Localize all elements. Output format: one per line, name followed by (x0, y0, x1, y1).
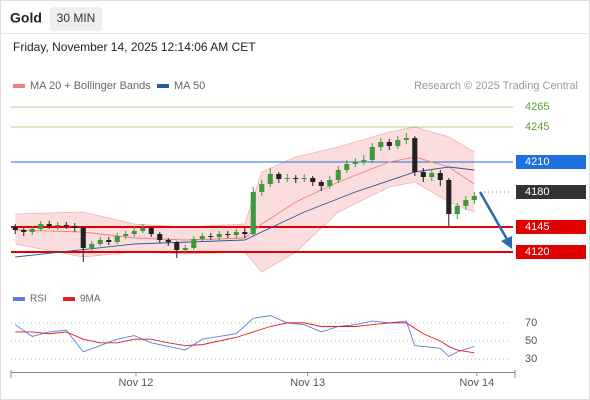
candle-body (259, 184, 265, 192)
credit: Research © 2025 Trading Central (414, 80, 578, 92)
candle-body (471, 196, 477, 200)
candle-body (157, 234, 163, 240)
candle-body (216, 234, 222, 237)
subtitle: Friday, November 14, 2025 12:14:06 AM CE… (13, 40, 256, 54)
candle-body (335, 170, 341, 180)
x-tick-label: Nov 14 (459, 377, 494, 389)
candle-body (123, 234, 129, 236)
candle-body (191, 239, 197, 248)
rsi-line (14, 315, 475, 357)
x-tick-label: Nov 12 (119, 377, 154, 389)
candle-body (29, 229, 35, 232)
candle-body (140, 228, 146, 231)
candle-body (80, 228, 86, 248)
candle-body (165, 240, 171, 242)
candle-body (352, 162, 358, 164)
candle-body (369, 147, 375, 160)
level-label: 4120 (525, 246, 549, 258)
legend-label: 9MA (80, 294, 101, 305)
candle-body (21, 230, 27, 232)
x-tick-label: Nov 13 (290, 377, 325, 389)
legend-label: RSI (30, 294, 47, 305)
candle-body (429, 173, 435, 177)
level-box (516, 220, 586, 234)
level-label: 4265 (525, 101, 549, 113)
legend-swatch (63, 297, 75, 301)
chart-title: Gold (10, 10, 42, 26)
candle-body (301, 178, 307, 179)
legend-label: MA 20 + Bollinger Bands (30, 80, 151, 92)
candle-body (293, 178, 299, 179)
candle-body (327, 180, 333, 186)
candle-body (412, 138, 418, 172)
candle-body (97, 240, 103, 244)
candle-body (38, 224, 44, 229)
y-tick-label: 30 (525, 353, 537, 365)
candle-body (318, 182, 324, 186)
candle-body (12, 227, 18, 230)
candle-body (174, 242, 180, 250)
candle-body (182, 248, 188, 250)
candle-body (395, 140, 401, 146)
level-box (516, 155, 586, 169)
candle-body (250, 192, 256, 234)
bollinger-upper (15, 126, 475, 228)
y-tick-label: 70 (525, 317, 537, 329)
y-tick-label: 50 (525, 335, 537, 347)
candle-body (89, 244, 95, 248)
forecast-arrow (478, 191, 510, 242)
level-label: 4210 (525, 156, 549, 168)
candle-body (276, 174, 282, 179)
candle-body (55, 225, 61, 226)
moving-average (15, 166, 475, 258)
legend-swatch (13, 84, 25, 88)
candle-body (148, 228, 154, 234)
timeframe: 30 MIN (57, 11, 96, 25)
level-label: 4180 (525, 186, 549, 198)
candle-body (242, 232, 248, 234)
legend-label: MA 50 (174, 80, 205, 92)
candle-body (267, 174, 273, 184)
forecast-arrowhead (501, 236, 512, 249)
candle-body (284, 178, 290, 179)
candle-body (46, 224, 52, 226)
candle-body (233, 232, 239, 235)
candle-body (454, 206, 460, 214)
bollinger-fill (15, 127, 475, 272)
legend-swatch (13, 297, 25, 301)
candle-body (310, 178, 316, 182)
candle-body (199, 236, 205, 239)
candle-body (437, 173, 443, 180)
candle-body (63, 225, 69, 226)
candle-body (344, 164, 350, 170)
candle-body (403, 138, 409, 140)
candle-body (446, 180, 452, 214)
rsi-line (15, 322, 475, 354)
candle-body (361, 160, 367, 162)
level-box (516, 245, 586, 259)
candle-body (463, 200, 469, 206)
candle-body (208, 236, 214, 237)
level-box (516, 185, 586, 199)
candle-body (378, 142, 384, 147)
candle-body (386, 142, 392, 146)
candle-body (72, 226, 78, 228)
candle-body (420, 172, 426, 177)
candle-body (131, 231, 137, 234)
legend-swatch (157, 84, 169, 88)
timeframe-box (50, 7, 102, 31)
candle-body (114, 236, 120, 242)
candle-body (106, 240, 112, 242)
level-label: 4145 (525, 221, 549, 233)
candle-body (225, 234, 231, 235)
level-label: 4245 (525, 121, 549, 133)
